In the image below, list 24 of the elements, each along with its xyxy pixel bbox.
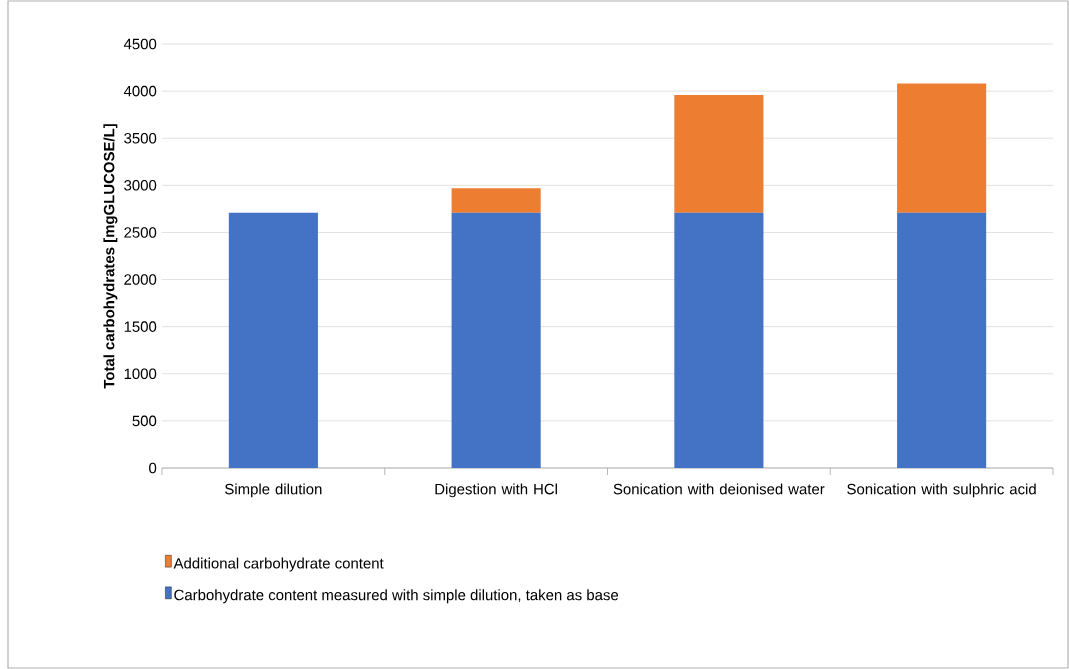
bar <box>451 188 541 213</box>
bar <box>228 212 318 468</box>
y-tick-label: 3000 <box>124 180 157 191</box>
y-tick-label: 1500 <box>124 321 157 332</box>
bar <box>897 212 987 468</box>
legend-label: Additional carbohydrate content <box>173 557 384 572</box>
bar <box>674 94 764 213</box>
y-tick-label: 4500 <box>123 38 157 50</box>
y-tick-label: 1000 <box>124 368 157 380</box>
y-tick-label: 0 <box>149 462 157 474</box>
y-tick-label: 2500 <box>124 227 157 238</box>
bar <box>897 83 987 213</box>
y-tick-label: 2000 <box>124 274 157 285</box>
legend-label: Carbohydrate content measured with simple dilution, taken as base <box>174 589 619 604</box>
x-tick-label: Sonication with deionised water <box>613 483 825 495</box>
x-tick-label: Digestion with HCl <box>435 483 557 498</box>
bar <box>674 212 764 468</box>
x-tick-label: Simple dilution <box>225 483 322 498</box>
y-tick-label: 4000 <box>123 85 157 97</box>
x-tick-label: Sonication with sulphric acid <box>847 483 1036 498</box>
bar <box>451 212 541 468</box>
y-tick-label: 500 <box>132 415 157 427</box>
y-tick-label: 3500 <box>124 132 157 144</box>
y-axis-title: Total carbohydrates [mgGLUCOSE/L] <box>103 124 118 389</box>
